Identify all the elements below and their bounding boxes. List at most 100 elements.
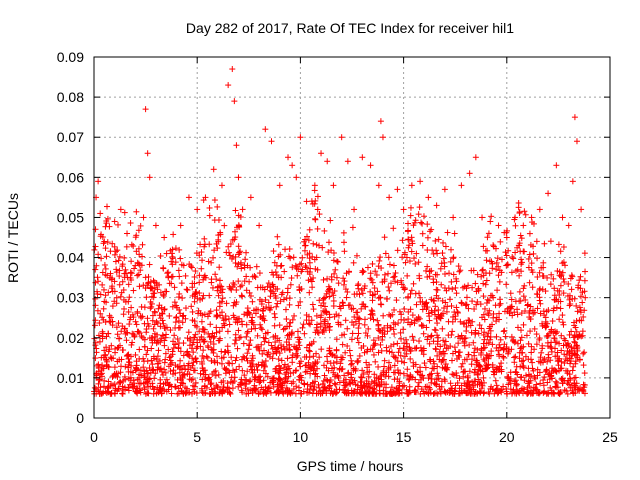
data-point [227, 285, 234, 292]
data-point [404, 366, 411, 373]
data-point [267, 389, 274, 396]
data-point [522, 211, 529, 218]
data-point [500, 354, 507, 361]
data-point [210, 341, 217, 348]
data-point [243, 273, 250, 280]
data-point [116, 281, 123, 288]
data-point [399, 237, 406, 244]
data-point [190, 359, 197, 366]
data-point [212, 271, 219, 278]
data-point [472, 154, 479, 161]
data-point [306, 226, 313, 233]
data-point [289, 359, 296, 366]
data-point [179, 319, 186, 326]
data-point [580, 313, 587, 320]
data-point [172, 384, 179, 391]
data-point [97, 210, 104, 217]
data-point [283, 316, 290, 323]
data-point [500, 328, 507, 335]
data-point [397, 329, 404, 336]
data-point [161, 234, 168, 241]
data-point [522, 296, 529, 303]
data-point [105, 289, 112, 296]
data-point [305, 320, 312, 327]
data-point [182, 272, 189, 279]
data-point [437, 265, 444, 272]
data-point [141, 343, 148, 350]
data-point [481, 336, 488, 343]
data-point [554, 384, 561, 391]
data-point [225, 243, 232, 250]
data-point [238, 265, 245, 272]
data-point [330, 302, 337, 309]
data-point [91, 322, 98, 329]
data-point [525, 255, 532, 262]
data-point [133, 321, 140, 328]
data-point [367, 275, 374, 282]
data-point [561, 278, 568, 285]
data-point [216, 277, 223, 284]
data-point [239, 293, 246, 300]
data-point [196, 328, 203, 335]
data-point [518, 235, 525, 242]
data-point [275, 356, 282, 363]
data-point [416, 338, 423, 345]
data-point [281, 268, 288, 275]
data-point [497, 300, 504, 307]
data-point [140, 214, 147, 221]
data-point [246, 342, 253, 349]
data-point [238, 259, 245, 266]
data-point [272, 314, 279, 321]
data-point [432, 345, 439, 352]
data-point [340, 239, 347, 246]
data-point [571, 114, 578, 121]
data-point [560, 290, 567, 297]
data-point [434, 363, 441, 370]
data-point [462, 302, 469, 309]
data-point [200, 292, 207, 299]
data-point [451, 344, 458, 351]
data-point [558, 332, 565, 339]
data-point [430, 276, 437, 283]
data-point [128, 258, 135, 265]
data-point [496, 353, 503, 360]
data-point [197, 370, 204, 377]
data-point [401, 340, 408, 347]
data-point [127, 374, 134, 381]
data-point [369, 279, 376, 286]
data-point [580, 362, 587, 369]
data-point [545, 190, 552, 197]
data-point [385, 270, 392, 277]
data-point [307, 321, 314, 328]
data-point [423, 324, 430, 331]
data-point [297, 134, 304, 141]
data-point [425, 375, 432, 382]
data-point [234, 345, 241, 352]
data-point [258, 341, 265, 348]
data-point [446, 270, 453, 277]
data-point [458, 363, 465, 370]
data-point [263, 304, 270, 311]
data-point [159, 310, 166, 317]
data-point [141, 304, 148, 311]
data-point [313, 312, 320, 319]
data-point [301, 330, 308, 337]
data-point [413, 250, 420, 257]
data-point [391, 306, 398, 313]
data-point [284, 323, 291, 330]
data-point [457, 318, 464, 325]
data-point [481, 305, 488, 312]
data-point [119, 278, 126, 285]
data-point [378, 347, 385, 354]
data-point [358, 305, 365, 312]
data-point [509, 312, 516, 319]
data-point [556, 316, 563, 323]
data-point [516, 210, 523, 217]
data-point [233, 142, 240, 149]
data-point [557, 248, 564, 255]
data-point [185, 329, 192, 336]
data-point [101, 347, 108, 354]
data-point [248, 326, 255, 333]
data-point [302, 369, 309, 376]
data-point [218, 355, 225, 362]
